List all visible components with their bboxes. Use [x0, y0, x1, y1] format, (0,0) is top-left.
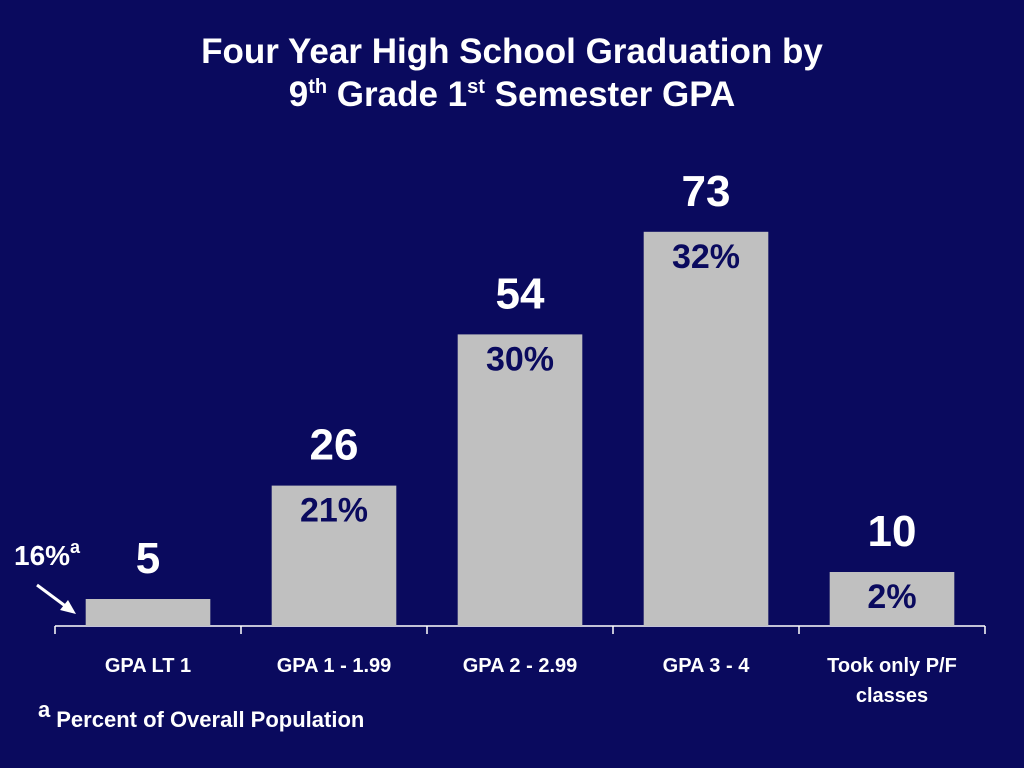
- population-note-value: 16%: [14, 540, 71, 571]
- bar: [829, 572, 955, 626]
- x-tick-label: GPA 1 - 1.99: [277, 655, 392, 677]
- x-tick-label: GPA LT 1: [105, 655, 191, 677]
- bar-value-label: 5: [136, 534, 160, 583]
- x-tick-label: Took only P/F: [827, 655, 957, 677]
- title-grade-number: 9: [288, 75, 309, 114]
- footnote-marker: a: [38, 697, 51, 722]
- population-share-label: 2%: [867, 578, 916, 616]
- population-share-label: 32%: [672, 238, 740, 276]
- population-note-marker: a: [70, 537, 81, 557]
- chart-title-line-2: 9th Grade 1st Semester GPA: [0, 73, 1024, 116]
- population-note: 16%a: [14, 537, 81, 572]
- bar: [643, 231, 769, 627]
- footnote-text: Percent of Overall Population: [56, 707, 365, 732]
- bar: [457, 334, 583, 626]
- bar: [85, 599, 211, 626]
- bar: [271, 485, 397, 626]
- title-semester-text: Semester GPA: [484, 75, 736, 114]
- population-share-label: 21%: [300, 492, 368, 530]
- footnote: a Percent of Overall Population: [38, 699, 365, 733]
- title-grade-text: Grade 1: [327, 75, 468, 114]
- arrow-head-icon: [60, 600, 76, 614]
- x-tick-label: GPA 2 - 2.99: [463, 655, 578, 677]
- x-tick-label: GPA 3 - 4: [663, 655, 751, 677]
- arrow-down-right-icon: [36, 583, 69, 610]
- chart-title-line-1: Four Year High School Graduation by: [201, 32, 823, 71]
- bar-value-label: 10: [868, 507, 917, 556]
- title-semester-suffix: st: [467, 76, 485, 98]
- bar-value-label: 54: [496, 269, 545, 318]
- bar-value-label: 73: [682, 167, 731, 216]
- bar-value-label: 26: [310, 421, 359, 470]
- x-tick-label: classes: [856, 685, 928, 707]
- chart-title: Four Year High School Graduation by 9th …: [0, 30, 1024, 116]
- title-grade-suffix: th: [308, 76, 328, 98]
- population-share-label: 30%: [486, 340, 554, 378]
